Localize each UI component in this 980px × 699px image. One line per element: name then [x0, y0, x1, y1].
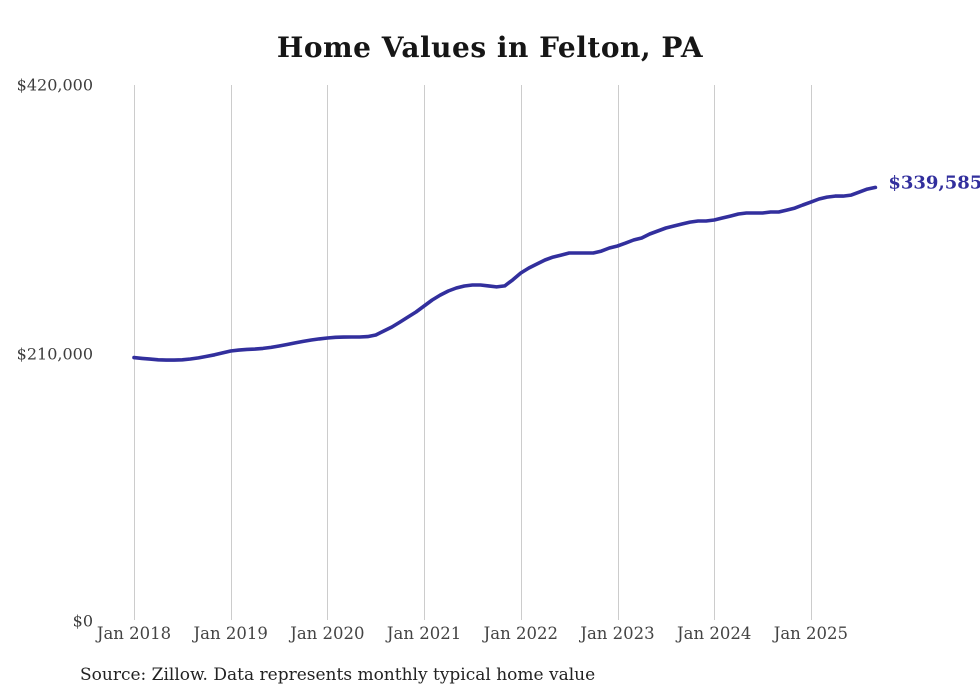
year-gridline	[810, 85, 812, 620]
year-gridline	[520, 85, 522, 620]
x-axis-tick-label: Jan 2024	[677, 624, 752, 643]
x-axis-tick-label: Jan 2018	[96, 624, 172, 643]
y-axis-tick-label: $0	[72, 611, 93, 631]
year-gridline	[617, 85, 619, 620]
x-axis-tick-label: Jan 2022	[483, 624, 558, 643]
y-axis-tick-label: $210,000	[16, 344, 93, 364]
x-axis-tick-label: Jan 2023	[580, 624, 655, 643]
x-axis-tick-label: Jan 2025	[773, 624, 849, 643]
chart-title: Home Values in Felton, PA	[276, 31, 704, 64]
year-gridline	[327, 85, 329, 620]
x-axis-tick-label: Jan 2021	[386, 624, 462, 643]
latest-value-label: $339,585	[888, 172, 980, 194]
x-axis-tick-label: Jan 2020	[290, 624, 365, 643]
year-gridline	[714, 85, 716, 620]
year-gridline	[134, 85, 135, 620]
y-axis-tick-label: $420,000	[16, 75, 93, 95]
home-value-line	[132, 185, 878, 362]
x-axis-tick-label: Jan 2019	[193, 624, 268, 643]
source-note: Source: Zillow. Data represents monthly …	[80, 665, 596, 685]
year-gridline	[424, 85, 426, 620]
